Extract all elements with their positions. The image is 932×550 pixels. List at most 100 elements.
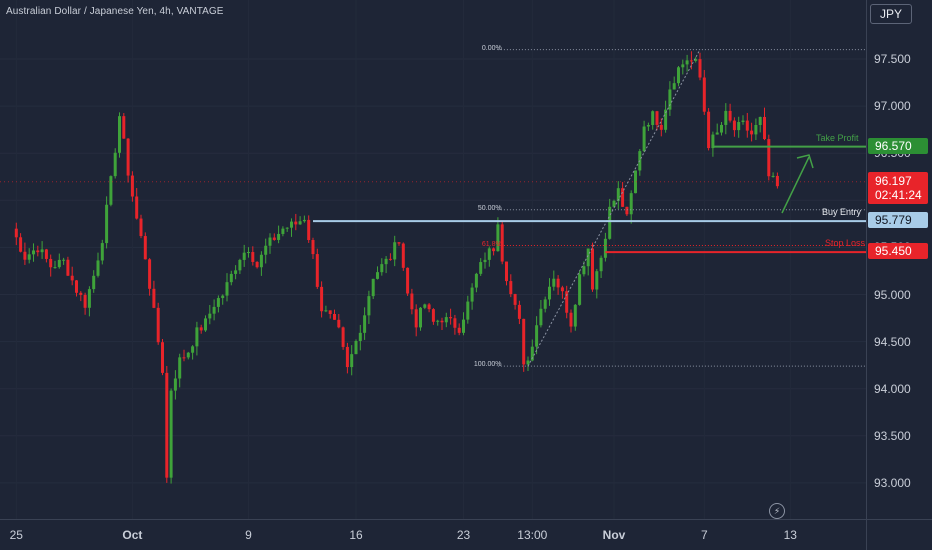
candle-body [543, 299, 547, 309]
candle-body [556, 278, 560, 288]
time-tick-label: Nov [602, 528, 626, 542]
candle-body [646, 125, 650, 127]
candle-body [565, 291, 569, 313]
candle-body [453, 318, 457, 328]
candle-body [143, 236, 147, 260]
candle-body [229, 273, 233, 283]
candle-body [677, 67, 680, 84]
take-profit-price-tag: 96.570 [868, 137, 928, 154]
candle-body [294, 221, 298, 225]
candle-body [642, 126, 646, 152]
candle-body [247, 252, 250, 254]
candle-body [208, 313, 212, 319]
candle-body [591, 248, 594, 290]
candle-body [496, 224, 500, 252]
candle-body [629, 193, 633, 215]
candle-body [573, 304, 577, 327]
candle-body [393, 242, 397, 260]
time-tick-label: 13:00 [517, 528, 548, 542]
candle-body [113, 152, 117, 177]
candle-body [470, 287, 474, 302]
candle-body [694, 59, 698, 61]
projection-arrow-head [796, 154, 814, 169]
candle-body [126, 138, 130, 176]
currency-button[interactable]: JPY [870, 4, 912, 24]
projection-arrow-line [781, 156, 810, 214]
candle-body [436, 320, 440, 322]
candle-body [569, 312, 573, 327]
candle-body [634, 170, 637, 194]
candle-body [122, 116, 126, 139]
fib-trend-line [527, 49, 701, 367]
lightning-icon[interactable]: ⚡ [769, 503, 785, 519]
candle-body [655, 111, 659, 125]
candle-body [479, 262, 483, 274]
candle-body [320, 286, 324, 312]
time-axis-divider [0, 519, 932, 520]
candle-body [354, 340, 358, 355]
candle-body [315, 254, 319, 287]
candle-body [732, 120, 736, 131]
buy-entry-price-tag: 95.779 [868, 212, 928, 229]
price-tick-label: 93.000 [874, 475, 911, 490]
candle-body [539, 308, 543, 326]
candle-body [152, 288, 156, 308]
candle-body [702, 77, 706, 112]
candle-body [522, 318, 526, 365]
candle-body [431, 309, 435, 322]
candle-body [268, 237, 272, 246]
candle-body [36, 250, 40, 253]
candle-body [83, 294, 87, 308]
candle-body [191, 346, 195, 353]
candle-body [100, 243, 104, 261]
candle-body [406, 267, 410, 294]
price-tick-label: 94.500 [874, 334, 911, 349]
candle-body [277, 233, 281, 240]
candle-body [195, 327, 199, 347]
candle-body [371, 278, 375, 297]
candle-body [517, 304, 521, 319]
candle-body [53, 267, 57, 269]
candle-body [298, 221, 302, 225]
take-profit-label: Take Profit [816, 132, 859, 143]
candle-body [148, 259, 152, 289]
candle-body [165, 372, 169, 478]
time-tick-label: 25 [9, 528, 23, 542]
candle-body [186, 352, 190, 358]
candle-body [19, 237, 23, 252]
candle-body [535, 325, 539, 347]
candle-body [750, 130, 754, 135]
candle-body [689, 60, 693, 62]
candle-body [414, 309, 418, 328]
candle-body [367, 296, 371, 316]
last-price-tag: 96.197 02:41:24 [868, 171, 928, 204]
candle-body [225, 282, 229, 296]
candle-body [530, 346, 534, 361]
fib-level-label: 100.00% [473, 361, 502, 369]
candle-body [44, 249, 48, 259]
buy-entry-label: Buy Entry [822, 207, 862, 218]
price-tick-label: 97.000 [874, 99, 911, 114]
candle-body [264, 245, 268, 255]
candle-body [685, 60, 689, 65]
candle-body [548, 286, 551, 300]
candle-body [161, 342, 164, 373]
candle-body [212, 306, 216, 314]
candle-body [311, 240, 315, 255]
candle-body [771, 175, 775, 177]
candle-body [664, 109, 668, 130]
price-axis-divider [866, 0, 867, 550]
candle-body [105, 204, 109, 244]
stop-loss-price-tag: 95.450 [868, 243, 928, 260]
candle-body [724, 110, 728, 125]
candle-body [505, 261, 508, 282]
candle-body [715, 132, 719, 135]
candle-body [156, 307, 160, 343]
candle-body [608, 206, 612, 239]
candle-body [397, 242, 401, 244]
candle-body [509, 281, 513, 295]
candle-body [302, 219, 306, 222]
candle-body [621, 188, 625, 207]
